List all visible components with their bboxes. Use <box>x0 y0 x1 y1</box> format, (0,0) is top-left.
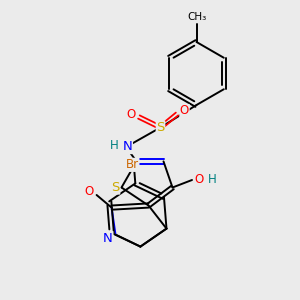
Text: O: O <box>85 185 94 198</box>
Text: H: H <box>110 139 119 152</box>
Text: Br: Br <box>126 158 139 171</box>
Text: S: S <box>111 181 120 194</box>
Text: H: H <box>208 173 217 186</box>
Text: N: N <box>123 140 132 154</box>
Text: O: O <box>180 104 189 118</box>
Text: CH₃: CH₃ <box>187 11 206 22</box>
Text: O: O <box>127 107 136 121</box>
Text: S: S <box>156 121 165 134</box>
Text: O: O <box>194 173 203 186</box>
Text: N: N <box>103 232 113 245</box>
